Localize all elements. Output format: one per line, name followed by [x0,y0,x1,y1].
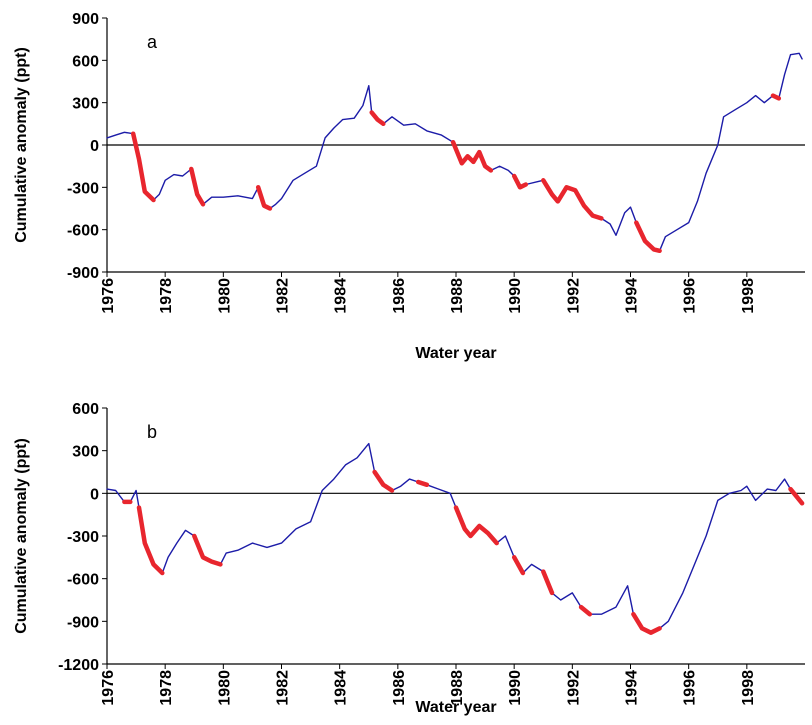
x-tick-label: 1982 [275,278,292,314]
data-line [106,52,803,252]
x-tick-label: 1988 [449,670,466,706]
x-tick-label: 1994 [624,278,641,314]
x-axis-label: Water year [415,345,496,362]
highlight-line [130,93,782,254]
x-tick-label: 1980 [216,278,233,314]
x-tick-label: 1988 [449,278,466,314]
x-tick-label: 1998 [740,278,757,314]
x-tick-label: 1986 [391,278,408,314]
highlight-line [122,469,805,635]
y-axis-label: Cumulative anomaly (ppt) [13,438,30,634]
x-tick-label: 1996 [682,670,699,706]
x-tick-label: 1992 [565,670,582,706]
data-line [106,442,803,634]
x-tick-label: 1978 [158,278,175,314]
panel-label: b [147,422,157,442]
x-tick-label: 1990 [507,670,524,706]
y-tick-label: 0 [90,486,99,503]
x-tick-label: 1998 [740,670,757,706]
y-tick-label: 600 [72,53,99,70]
y-tick-label: -900 [67,265,99,282]
y-tick-label: -300 [67,180,99,197]
x-tick-label: 1992 [565,278,582,314]
y-tick-label: 300 [72,96,99,113]
y-tick-label: -900 [67,614,99,631]
x-tick-label: 1982 [275,670,292,706]
y-tick-label: -300 [67,529,99,546]
x-tick-label: 1996 [682,278,699,314]
x-tick-label: 1990 [507,278,524,314]
x-tick-label: 1976 [100,278,117,314]
panel-label: a [147,32,158,52]
x-tick-label: 1976 [100,670,117,706]
y-tick-label: 300 [72,444,99,461]
y-tick-label: -600 [67,572,99,589]
x-tick-label: 1984 [333,670,350,706]
x-tick-label: 1980 [216,670,233,706]
y-tick-label: 900 [72,11,99,28]
x-tick-label: 1978 [158,670,175,706]
y-tick-label: 0 [90,138,99,155]
x-tick-label: 1994 [624,670,641,706]
x-tick-label: 1984 [333,278,350,314]
y-tick-label: -600 [67,223,99,240]
x-axis-label: Water year [415,699,496,716]
y-tick-label: -1200 [58,657,99,674]
y-axis-label: Cumulative anomaly (ppt) [13,47,30,243]
y-tick-label: 600 [72,401,99,418]
x-tick-label: 1986 [391,670,408,706]
